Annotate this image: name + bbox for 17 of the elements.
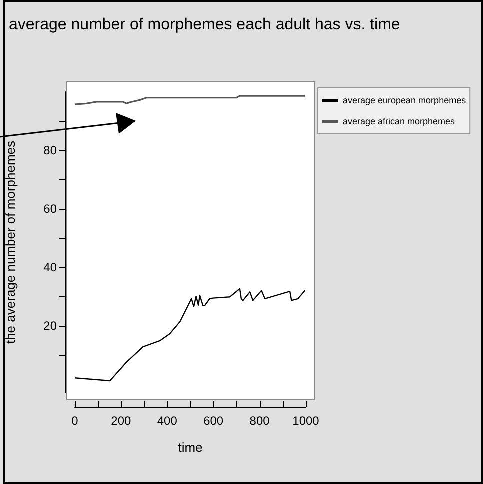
x-tick-label: 600 [204,414,224,428]
y-tick-label: 20 [44,318,58,333]
legend-label: average african morphemes [343,116,456,126]
x-axis-title: time [178,440,203,455]
y-tick-label: 40 [44,260,58,274]
y-axis-title: the average number of morphemes [3,140,18,344]
line-series [74,288,306,382]
legend-label: average european morphemes [343,96,467,106]
x-tick-label: 400 [157,414,178,428]
y-tick-label: 60 [44,202,58,216]
x-tick-label: 200 [111,414,132,428]
x-tick-label: 0 [72,414,79,428]
x-tick-label: 1000 [292,414,320,428]
chart-title: average number of morphemes each adult has vs. time [9,16,400,34]
x-tick-label: 800 [250,414,270,428]
y-tick-label: 80 [44,143,58,158]
line-series [74,95,306,106]
